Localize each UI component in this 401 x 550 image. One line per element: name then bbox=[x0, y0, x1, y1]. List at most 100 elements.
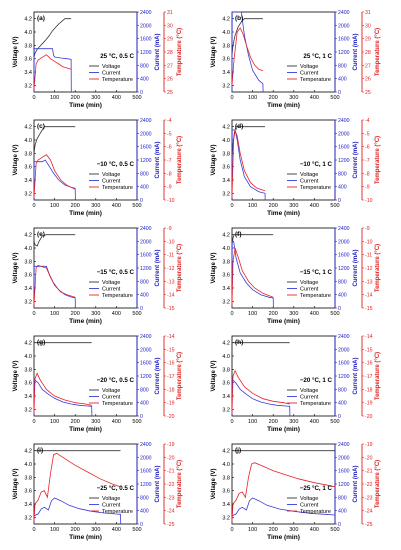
temperature-tick-label: 26 bbox=[167, 77, 173, 83]
x-tick-label: 300 bbox=[289, 95, 298, 101]
current-tick-label: 2400 bbox=[140, 334, 152, 340]
current-line bbox=[231, 11, 264, 93]
temperature-tick-label: 31 bbox=[167, 10, 173, 16]
current-tick-label: 400 bbox=[338, 293, 347, 299]
temperature-axis-label: Temperature (°C) bbox=[177, 352, 183, 400]
temperature-tick-label: -12 bbox=[167, 266, 175, 272]
legend-label-temperature: Temperature bbox=[102, 185, 133, 191]
x-tick-label: 200 bbox=[269, 311, 278, 317]
x-tick-label: 400 bbox=[310, 203, 319, 209]
temperature-tick-label: -5 bbox=[365, 131, 370, 137]
voltage-tick-label: 3.2 bbox=[24, 407, 32, 413]
temperature-tick-label: -14 bbox=[365, 293, 373, 299]
panel-label: (e) bbox=[37, 231, 45, 238]
voltage-tick-label: 4.0 bbox=[222, 354, 230, 360]
current-axis-label: Current (mA) bbox=[353, 33, 359, 70]
temperature-tick-label: 30 bbox=[167, 23, 173, 29]
x-tick-label: 100 bbox=[50, 203, 59, 209]
current-tick-label: 1600 bbox=[338, 37, 350, 43]
current-tick-label: 1600 bbox=[140, 253, 152, 259]
legend-label-voltage: Voltage bbox=[300, 172, 318, 178]
legend-label-current: Current bbox=[102, 503, 121, 509]
x-tick-label: 200 bbox=[269, 203, 278, 209]
legend-label-temperature: Temperature bbox=[300, 401, 331, 407]
voltage-axis-label: Voltage (V) bbox=[13, 37, 19, 68]
voltage-tick-label: 3.4 bbox=[24, 178, 32, 184]
voltage-tick-label: 3.4 bbox=[24, 394, 32, 400]
voltage-tick-label: 3.4 bbox=[222, 286, 230, 292]
current-tick-label: 2400 bbox=[338, 226, 350, 232]
legend-label-voltage: Voltage bbox=[102, 388, 120, 394]
voltage-line bbox=[33, 126, 76, 154]
voltage-tick-label: 3.6 bbox=[222, 273, 230, 279]
current-tick-label: 2400 bbox=[338, 10, 350, 16]
x-tick-label: 300 bbox=[289, 527, 298, 533]
current-tick-label: 2400 bbox=[140, 118, 152, 124]
temperature-tick-label: 29 bbox=[365, 37, 371, 43]
voltage-tick-label: 3.2 bbox=[222, 83, 230, 89]
temperature-tick-label: -20 bbox=[167, 455, 175, 461]
temperature-tick-label: -4 bbox=[167, 118, 172, 124]
temperature-line bbox=[231, 129, 266, 198]
x-axis-label: Time (min) bbox=[69, 426, 102, 433]
voltage-tick-label: 3.8 bbox=[24, 151, 32, 157]
temperature-line bbox=[33, 154, 76, 198]
legend-label-temperature: Temperature bbox=[102, 401, 133, 407]
x-tick-label: 300 bbox=[91, 527, 100, 533]
x-tick-label: 200 bbox=[71, 419, 80, 425]
temperature-tick-label: 28 bbox=[167, 50, 173, 56]
x-tick-label: 400 bbox=[112, 419, 121, 425]
x-axis-label: Time (min) bbox=[267, 534, 300, 541]
voltage-tick-label: 3.8 bbox=[222, 475, 230, 481]
x-tick-label: 100 bbox=[248, 203, 257, 209]
x-tick-label: 500 bbox=[330, 527, 339, 533]
temperature-tick-label: 31 bbox=[365, 10, 371, 16]
current-tick-label: 2000 bbox=[140, 239, 152, 245]
panel-e: 0 100 200 300 400 500 Time (min) 3.2 3.4 3.6 3.8 4.… bbox=[13, 226, 183, 325]
current-axis-label: Current (mA) bbox=[155, 249, 161, 286]
voltage-tick-label: 3.8 bbox=[222, 367, 230, 373]
legend-label-voltage: Voltage bbox=[102, 172, 120, 178]
voltage-tick-label: 3.6 bbox=[24, 57, 32, 63]
current-tick-label: 2000 bbox=[140, 455, 152, 461]
temperature-tick-label: -15 bbox=[365, 306, 373, 312]
current-tick-label: 400 bbox=[140, 77, 149, 83]
condition-label: −20 °C, 1 C bbox=[300, 377, 333, 384]
temperature-tick-label: -12 bbox=[365, 266, 373, 272]
current-tick-label: 800 bbox=[338, 387, 347, 393]
x-axis-label: Time (min) bbox=[69, 102, 102, 109]
temperature-axis-label: Temperature (°C) bbox=[177, 136, 183, 184]
temperature-tick-label: -20 bbox=[365, 455, 373, 461]
voltage-tick-label: 3.4 bbox=[222, 502, 230, 508]
temperature-tick-label: -13 bbox=[365, 279, 373, 285]
legend-label-temperature: Temperature bbox=[300, 509, 331, 515]
current-tick-label: 0 bbox=[338, 90, 341, 96]
x-axis-label: Time (min) bbox=[69, 318, 102, 325]
temperature-tick-label: 27 bbox=[365, 63, 371, 69]
current-axis-label: Current (mA) bbox=[155, 33, 161, 70]
voltage-tick-label: 3.8 bbox=[222, 43, 230, 49]
temperature-tick-label: -15 bbox=[167, 347, 175, 353]
x-tick-label: 0 bbox=[230, 311, 233, 317]
current-tick-label: 800 bbox=[140, 387, 149, 393]
x-tick-label: 0 bbox=[230, 419, 233, 425]
x-tick-label: 500 bbox=[132, 527, 141, 533]
voltage-tick-label: 3.2 bbox=[24, 299, 32, 305]
x-tick-label: 0 bbox=[32, 311, 35, 317]
legend-label-current: Current bbox=[300, 395, 319, 401]
current-tick-label: 2400 bbox=[338, 118, 350, 124]
temperature-line bbox=[231, 27, 264, 86]
temperature-tick-label: -15 bbox=[365, 347, 373, 353]
x-tick-label: 100 bbox=[50, 95, 59, 101]
x-axis-label: Time (min) bbox=[69, 534, 102, 541]
temperature-tick-label: -24 bbox=[167, 509, 175, 515]
voltage-tick-label: 4.2 bbox=[24, 233, 32, 239]
x-tick-label: 400 bbox=[112, 95, 121, 101]
x-axis-label: Time (min) bbox=[267, 102, 300, 109]
legend-label-voltage: Voltage bbox=[300, 64, 318, 70]
voltage-axis-label: Voltage (V) bbox=[13, 253, 19, 284]
current-tick-label: 800 bbox=[338, 279, 347, 285]
x-tick-label: 400 bbox=[112, 527, 121, 533]
x-tick-label: 500 bbox=[132, 311, 141, 317]
